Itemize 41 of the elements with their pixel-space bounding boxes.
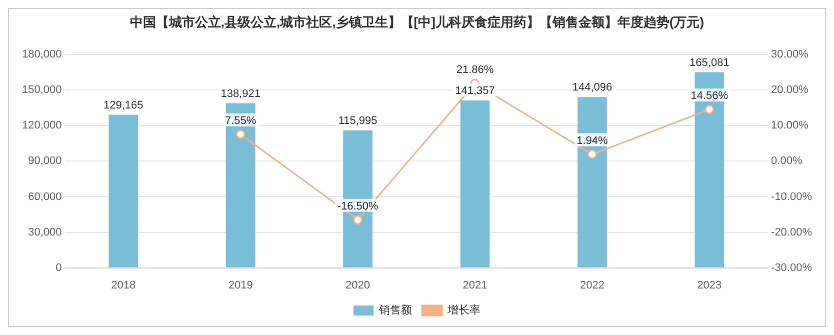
y2-tick-label: -20.00% bbox=[771, 226, 812, 238]
y-tick-label: 180,000 bbox=[22, 48, 62, 61]
y-tick-label: 30,000 bbox=[28, 226, 62, 238]
chart-title: 中国【城市公立,县级公立,城市社区,乡镇卫生】【[中]儿科厌食症用药】【销售金额】年度趋势(万元) bbox=[130, 14, 704, 30]
y-tick-label: 0 bbox=[56, 262, 62, 274]
data-label: 138,921 bbox=[220, 88, 260, 100]
y2-tick-label: 10.00% bbox=[771, 120, 809, 132]
data-label: 115,995 bbox=[338, 114, 378, 127]
data-label: -16.50% bbox=[337, 200, 378, 212]
bar bbox=[578, 97, 607, 268]
point bbox=[587, 150, 597, 160]
data-label: 21.86% bbox=[456, 64, 494, 76]
y2-tick-label: 0.00% bbox=[771, 155, 802, 168]
y-tick-label: 90,000 bbox=[28, 155, 62, 168]
data-label: 141,357 bbox=[455, 84, 495, 97]
y2-tick-label: -30.00% bbox=[771, 262, 812, 274]
x-tick-label: 2020 bbox=[346, 279, 370, 292]
legend-label: 增长率 bbox=[446, 304, 480, 317]
x-tick-label: 2022 bbox=[580, 279, 604, 292]
point bbox=[704, 104, 714, 114]
y2-tick-label: 20.00% bbox=[771, 84, 809, 96]
data-label: 129,165 bbox=[103, 99, 144, 112]
data-label: 1.94% bbox=[576, 134, 608, 147]
y-tick-label: 150,000 bbox=[22, 84, 62, 96]
legend-label: 销售额 bbox=[378, 304, 412, 317]
x-tick-label: 2018 bbox=[111, 279, 136, 292]
x-tick-label: 2019 bbox=[228, 279, 253, 292]
point bbox=[353, 215, 363, 225]
y2-tick-label: -10.00% bbox=[771, 190, 812, 203]
x-tick-label: 2023 bbox=[697, 279, 722, 292]
bar bbox=[108, 114, 138, 268]
bar bbox=[460, 100, 490, 268]
y-tick-label: 60,000 bbox=[28, 190, 62, 203]
data-label: 165,081 bbox=[690, 56, 730, 69]
y-tick-label: 120,000 bbox=[22, 120, 62, 132]
data-label: 7.55% bbox=[224, 114, 256, 127]
data-label: 144,096 bbox=[572, 82, 612, 94]
data-label: 14.56% bbox=[690, 90, 728, 102]
x-tick-label: 2021 bbox=[462, 279, 488, 292]
point bbox=[236, 130, 246, 140]
y2-tick-label: 30.00% bbox=[771, 48, 809, 61]
